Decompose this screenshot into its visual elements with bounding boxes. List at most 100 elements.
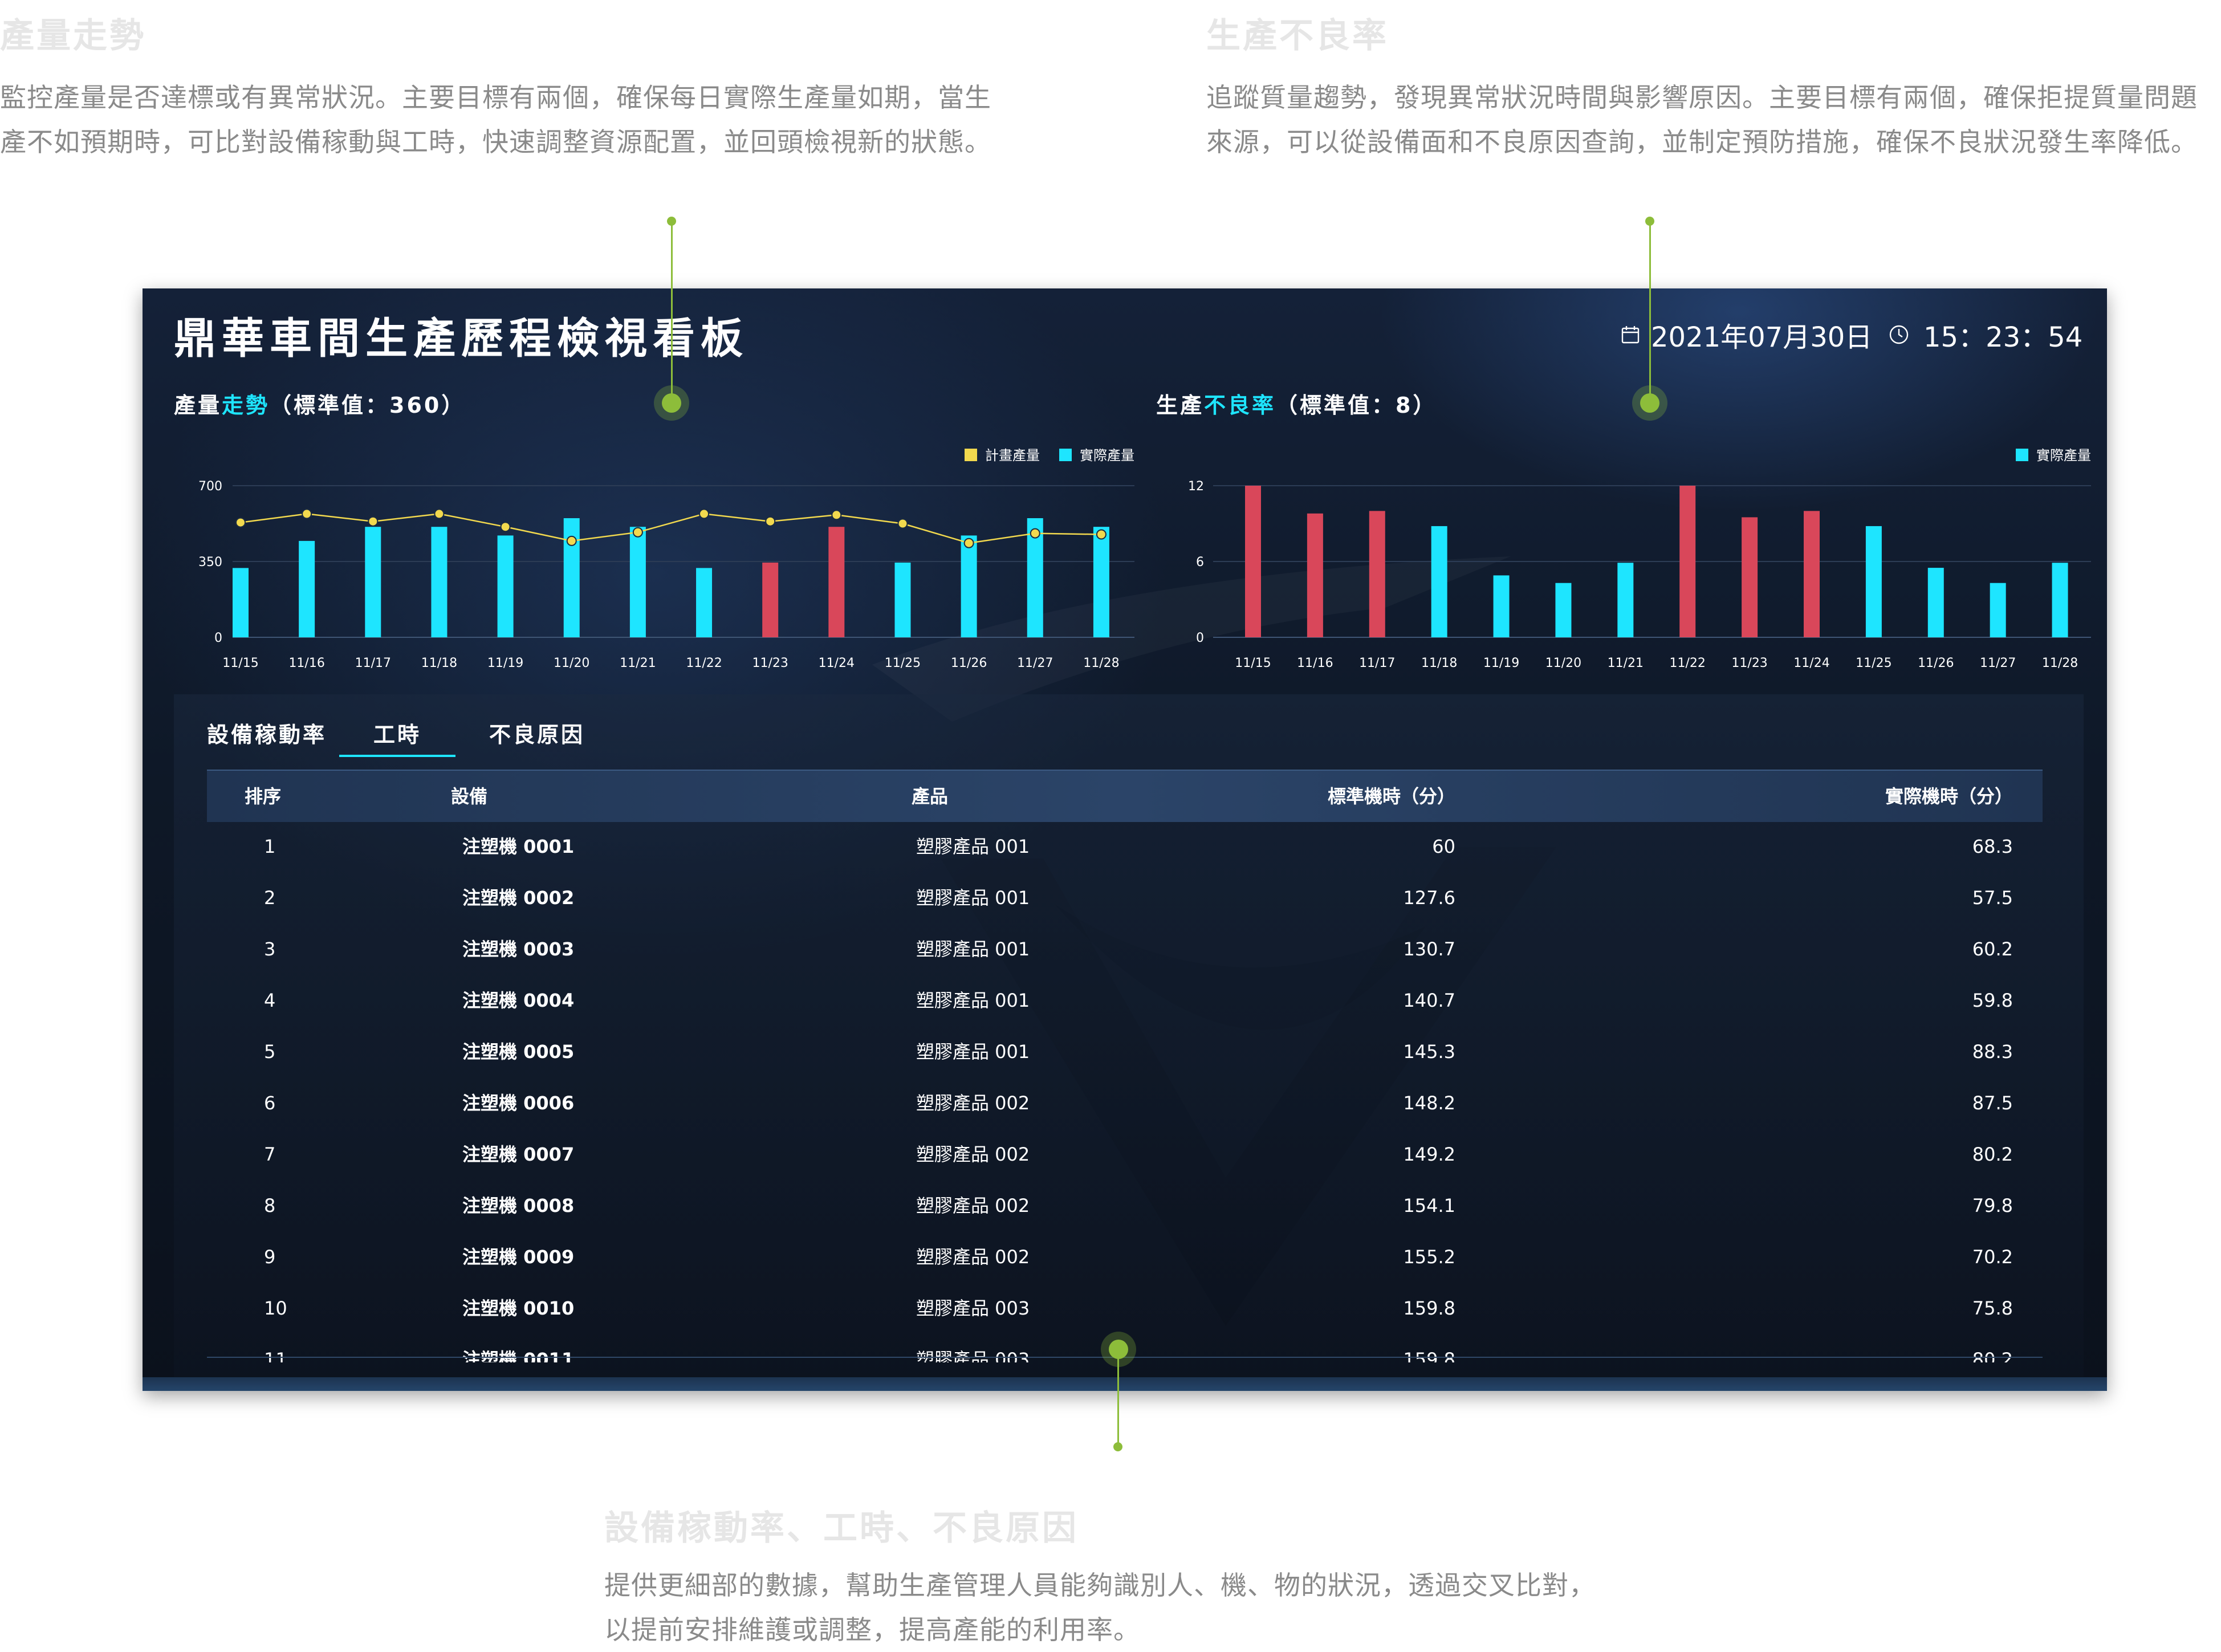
- line-point: [566, 535, 577, 546]
- y-tick-label: 12: [1188, 479, 1204, 494]
- table-row[interactable]: 10 注塑機 0010 塑膠產品 003 159.8 75.8: [207, 1283, 2043, 1334]
- legend-label: 實際產量: [2036, 447, 2091, 463]
- x-tick-label: 11/20: [554, 656, 589, 670]
- cell-standard-hours: 159.8: [1403, 1349, 1455, 1362]
- bar: [365, 527, 381, 637]
- cell-product: 塑膠產品 002: [916, 1195, 1030, 1216]
- table-divider: [207, 1357, 2043, 1358]
- legend-label: 計畫產量: [985, 447, 1040, 463]
- bar: [1617, 563, 1634, 637]
- leader-dot: [662, 393, 681, 413]
- table-row[interactable]: 1 注塑機 0001 塑膠產品 001 60 68.3: [207, 821, 2043, 872]
- cell-equipment: 注塑機 0010: [462, 1297, 575, 1319]
- table-row[interactable]: 9 注塑機 0009 塑膠產品 002 155.2 70.2: [207, 1231, 2043, 1283]
- cell-product: 塑膠產品 001: [916, 938, 1030, 960]
- cell-equipment: 注塑機 0009: [462, 1246, 575, 1268]
- x-tick-label: 11/16: [1297, 656, 1333, 670]
- table-header: 排序 設備 產品 標準機時（分） 實際機時（分）: [207, 770, 2043, 822]
- legend-swatch: [965, 449, 977, 461]
- leader-line: [1117, 1350, 1119, 1447]
- annotation-title-production-trend: 產量走勢: [0, 16, 146, 56]
- cell-rank: 11: [264, 1349, 287, 1362]
- chart-title-prefix: 產量: [174, 393, 222, 418]
- table-row[interactable]: 11 注塑機 0011 塑膠產品 003 159.8 80.2: [207, 1334, 2043, 1362]
- annotation-line: 提供更細部的數據，幫助生產管理人員能夠識別人、機、物的狀況，透過交叉比對，: [604, 1570, 1596, 1601]
- cell-actual-hours: 79.8: [1972, 1195, 2013, 1216]
- cell-product: 塑膠產品 003: [916, 1297, 1030, 1319]
- bar: [696, 568, 713, 637]
- table-row[interactable]: 7 注塑機 0007 塑膠產品 002 149.2 80.2: [207, 1129, 2043, 1180]
- cell-standard-hours: 140.7: [1403, 990, 1455, 1011]
- cell-actual-hours: 88.3: [1972, 1041, 2013, 1063]
- x-tick-label: 11/26: [1918, 656, 1954, 670]
- cell-equipment: 注塑機 0007: [462, 1144, 575, 1165]
- line-point: [963, 538, 974, 548]
- x-tick-label: 11/20: [1545, 656, 1581, 670]
- table-row[interactable]: 2 注塑機 0002 塑膠產品 001 127.6 57.5: [207, 872, 2043, 923]
- bar: [961, 535, 977, 637]
- x-tick-label: 11/26: [951, 656, 987, 670]
- line-point: [765, 516, 776, 527]
- header-actual-hours: 實際機時（分）: [1885, 786, 2013, 807]
- bar: [1093, 527, 1109, 637]
- annotation-desc-production-trend: 監控產量是否達標或有異常狀況。主要目標有兩個，確保每日實際生產量如期，當生 產不…: [0, 75, 991, 164]
- table-row[interactable]: 6 注塑機 0006 塑膠產品 002 148.2 87.5: [207, 1077, 2043, 1129]
- header-date: 2021年07月30日: [1620, 315, 1872, 355]
- line-point: [699, 508, 710, 519]
- cell-product: 塑膠產品 001: [916, 1041, 1030, 1063]
- series-line: [240, 513, 1101, 544]
- tab-equipment-utilization[interactable]: 設備稼動率: [207, 722, 327, 747]
- cell-equipment: 注塑機 0005: [462, 1041, 575, 1063]
- x-tick-label: 11/22: [686, 656, 722, 670]
- table-row[interactable]: 4 注塑機 0004 塑膠產品 001 140.7 59.8: [207, 975, 2043, 1026]
- x-tick-label: 11/18: [421, 656, 457, 670]
- x-tick-label: 11/16: [288, 656, 324, 670]
- line-point: [302, 508, 312, 519]
- bar: [497, 535, 514, 637]
- date-text: 2021年07月30日: [1651, 322, 1873, 353]
- calendar-icon: [1621, 326, 1640, 344]
- bar: [2052, 563, 2068, 637]
- cell-actual-hours: 60.2: [1972, 938, 2013, 960]
- cell-actual-hours: 57.5: [1972, 887, 2013, 909]
- tab-work-hours[interactable]: 工時: [339, 715, 455, 757]
- annotation-line: 來源，可以從設備面和不良原因查詢，並制定預防措施，確保不良狀況發生率降低。: [1206, 127, 2198, 157]
- line-point: [434, 508, 445, 519]
- x-tick-label: 11/21: [1608, 656, 1644, 670]
- cell-product: 塑膠產品 002: [916, 1144, 1030, 1165]
- cell-standard-hours: 127.6: [1403, 887, 1455, 909]
- table-row[interactable]: 5 注塑機 0005 塑膠產品 001 145.3 88.3: [207, 1026, 2043, 1077]
- cell-rank: 6: [264, 1092, 276, 1114]
- table-row[interactable]: 3 注塑機 0003 塑膠產品 001 130.7 60.2: [207, 923, 2043, 975]
- x-tick-label: 11/28: [2042, 656, 2078, 670]
- cell-product: 塑膠產品 001: [916, 836, 1030, 857]
- x-tick-label: 11/19: [1483, 656, 1519, 670]
- x-tick-label: 11/28: [1083, 656, 1119, 670]
- cell-equipment: 注塑機 0001: [462, 836, 575, 857]
- cell-standard-hours: 154.1: [1403, 1195, 1455, 1216]
- y-tick-label: 0: [1196, 631, 1204, 645]
- cell-actual-hours: 87.5: [1972, 1092, 2013, 1114]
- x-tick-label: 11/15: [1235, 656, 1271, 670]
- annotation-line: 產不如預期時，可比對設備稼動與工時，快速調整資源配置，並回頭檢視新的狀態。: [0, 127, 991, 157]
- table-row[interactable]: 8 注塑機 0008 塑膠產品 002 154.1 79.8: [207, 1180, 2043, 1231]
- annotation-line: 以提前安排維護或調整，提高產能的利用率。: [604, 1614, 1140, 1645]
- line-point: [1096, 529, 1107, 540]
- x-tick-label: 11/19: [487, 656, 523, 670]
- cell-equipment: 注塑機 0006: [462, 1092, 575, 1114]
- leader-dot: [1640, 393, 1659, 413]
- bar: [1990, 583, 2006, 637]
- x-tick-label: 11/18: [1421, 656, 1457, 670]
- annotation-line: 監控產量是否達標或有異常狀況。主要目標有兩個，確保每日實際生產量如期，當生: [0, 82, 991, 113]
- header-equipment: 設備: [451, 786, 488, 807]
- x-tick-label: 11/23: [1731, 656, 1767, 670]
- x-tick-label: 11/27: [1017, 656, 1053, 670]
- chart-title-prefix: 生產: [1156, 393, 1205, 418]
- tab-defect-reasons[interactable]: 不良原因: [489, 722, 585, 747]
- cell-actual-hours: 70.2: [1972, 1246, 2013, 1268]
- cell-rank: 1: [264, 836, 276, 857]
- cell-standard-hours: 145.3: [1403, 1041, 1455, 1063]
- cell-product: 塑膠產品 003: [916, 1349, 1030, 1362]
- bar: [762, 562, 779, 637]
- legend-swatch: [1059, 449, 1072, 461]
